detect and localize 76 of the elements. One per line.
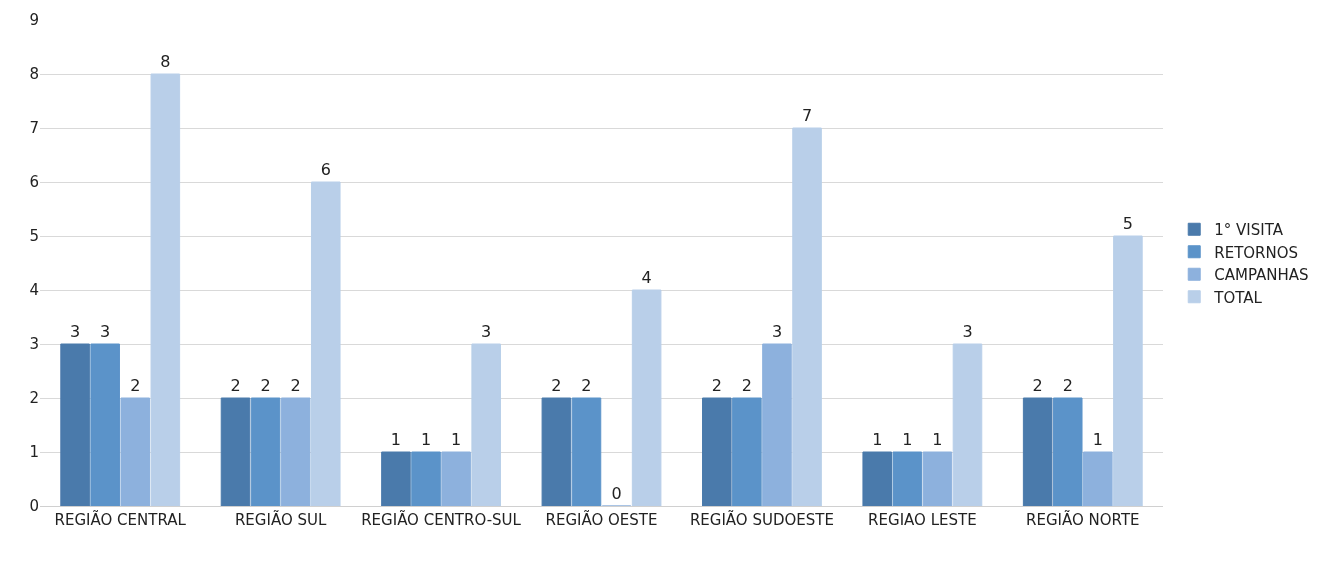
data-label: 1 [420, 430, 432, 449]
y-tick-label: 0 [29, 497, 39, 516]
data-label: 1 [872, 430, 883, 449]
data-label: 2 [581, 376, 592, 395]
legend-label: TOTAL [1213, 288, 1263, 307]
bar [441, 451, 471, 506]
data-label: 1 [451, 430, 462, 449]
legend-label: RETORNOS [1214, 243, 1299, 262]
bar [541, 397, 572, 506]
data-label: 2 [711, 376, 722, 395]
data-label: 1 [1092, 430, 1103, 449]
legend-label: CAMPANHAS [1214, 266, 1309, 285]
data-label: 5 [1122, 214, 1133, 233]
data-label: 8 [160, 52, 171, 71]
y-tick-label: 4 [29, 281, 39, 300]
data-label: 3 [100, 322, 111, 341]
bar [280, 397, 311, 506]
data-label: 2 [1032, 376, 1043, 395]
bar [952, 343, 983, 506]
data-label: 6 [320, 160, 331, 179]
y-tick-label: 3 [29, 335, 39, 354]
bar [571, 397, 602, 506]
y-tick-label: 9 [29, 11, 39, 30]
x-tick-label: REGIÃO SUDOESTE [689, 510, 834, 529]
data-label: 1 [390, 430, 402, 449]
data-label: 1 [902, 430, 913, 449]
y-tick-label: 8 [29, 65, 39, 84]
data-label: 2 [290, 376, 301, 395]
bar [471, 343, 501, 506]
bar [892, 451, 923, 506]
y-tick-label: 1 [29, 443, 39, 462]
bar [1113, 235, 1143, 506]
data-label: 0 [611, 484, 622, 503]
data-label: 3 [70, 322, 81, 341]
data-label: 2 [230, 376, 241, 395]
bar [60, 343, 90, 506]
y-tick-label: 2 [29, 389, 39, 408]
x-tick-label: REGIÃO SUL [234, 510, 327, 529]
data-label: 1 [932, 430, 943, 449]
bar [381, 451, 411, 506]
bar [862, 451, 893, 506]
bar [631, 289, 662, 506]
bar [1052, 397, 1083, 506]
x-tick-label: REGIAO LESTE [868, 511, 977, 529]
bar [792, 127, 822, 506]
data-label: 2 [260, 376, 271, 395]
x-tick-label: REGIÃO CENTRAL [54, 510, 187, 529]
data-label: 2 [130, 376, 141, 395]
y-tick-label: 5 [29, 227, 39, 246]
x-tick-label: REGIÃO OESTE [545, 510, 658, 529]
data-label: 2 [1062, 376, 1073, 395]
data-label: 3 [481, 322, 492, 341]
bar [310, 181, 341, 506]
bar [411, 451, 441, 506]
bar [922, 451, 953, 506]
bar [1083, 451, 1113, 506]
legend-label: 1° VISITA [1214, 221, 1284, 240]
bar [150, 73, 181, 506]
bar [1022, 397, 1053, 506]
bar [120, 397, 151, 506]
data-label: 2 [741, 376, 752, 395]
data-label: 2 [551, 376, 562, 395]
data-label: 7 [801, 106, 813, 125]
bar [732, 397, 762, 506]
bar [90, 343, 120, 506]
y-tick-label: 6 [29, 173, 39, 192]
bar [220, 397, 251, 506]
data-label: 4 [641, 268, 652, 287]
data-label: 3 [962, 322, 973, 341]
bar [250, 397, 281, 506]
y-tick-label: 7 [29, 119, 39, 138]
x-tick-label: REGIÃO NORTE [1026, 510, 1140, 529]
bar [762, 343, 792, 506]
bar [702, 397, 732, 506]
data-label: 3 [771, 322, 783, 341]
x-tick-label: REGIÃO CENTRO-SUL [361, 510, 522, 529]
